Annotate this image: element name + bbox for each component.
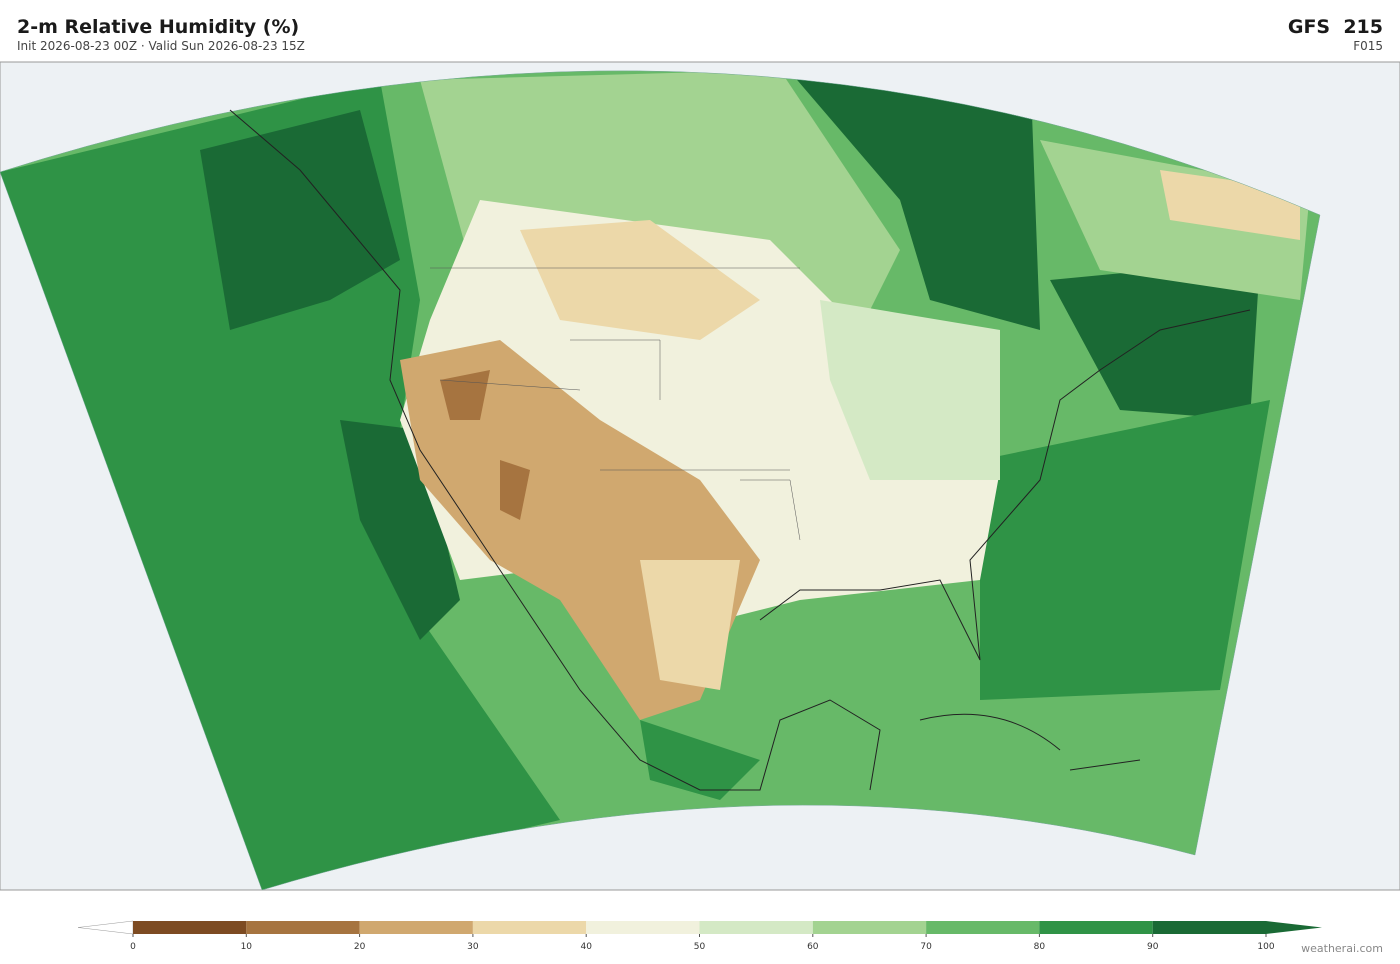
colorbar-segment: [926, 921, 1040, 934]
colorbar-tick-label: 100: [1257, 942, 1274, 952]
colorbar-segment: [359, 921, 473, 934]
colorbar-segment: [472, 921, 587, 934]
humidity-field: [0, 70, 1320, 890]
coastline: [919, 713, 1141, 771]
colorbar-segment: [133, 921, 247, 934]
colorbar-tick-label: 10: [241, 942, 253, 952]
colorbar: 0 10 20 30 40 50 60 70 80 90 100: [77, 920, 1322, 952]
model-label: GFS 215: [1287, 16, 1383, 38]
colorbar-segment: [812, 921, 927, 934]
coastline: [229, 109, 1251, 791]
colorbar-tick-label: 20: [354, 942, 366, 952]
subtitle: Init 2026-08-23 00Z · Valid Sun 2026-08-…: [17, 39, 305, 53]
colorbar-segment: [246, 921, 360, 934]
colorbar-segment: [1039, 921, 1153, 934]
domain-edge: [0, 70, 1321, 891]
colorbar-tick-label: 50: [694, 942, 706, 952]
forecast-hour: F015: [1353, 39, 1383, 53]
colorbar-tick-label: 70: [920, 942, 932, 952]
colorbar-tick-label: 0: [130, 942, 136, 952]
colorbar-segment: [1152, 921, 1266, 934]
colorbar-tick-label: 90: [1147, 942, 1159, 952]
colorbar-tick-label: 30: [467, 942, 479, 952]
colorbar-segment: [699, 921, 813, 934]
title: 2-m Relative Humidity (%): [17, 16, 300, 38]
colorbar-over: [1266, 921, 1322, 934]
colorbar-tick-label: 60: [807, 942, 819, 952]
colorbar-under: [77, 920, 134, 935]
colorbar-tick-label: 40: [580, 942, 592, 952]
colorbar-tick-label: 80: [1034, 942, 1046, 952]
colorbar-segment: [586, 921, 700, 934]
credit: weatherai.com: [1301, 942, 1383, 955]
state-border: [430, 267, 801, 541]
